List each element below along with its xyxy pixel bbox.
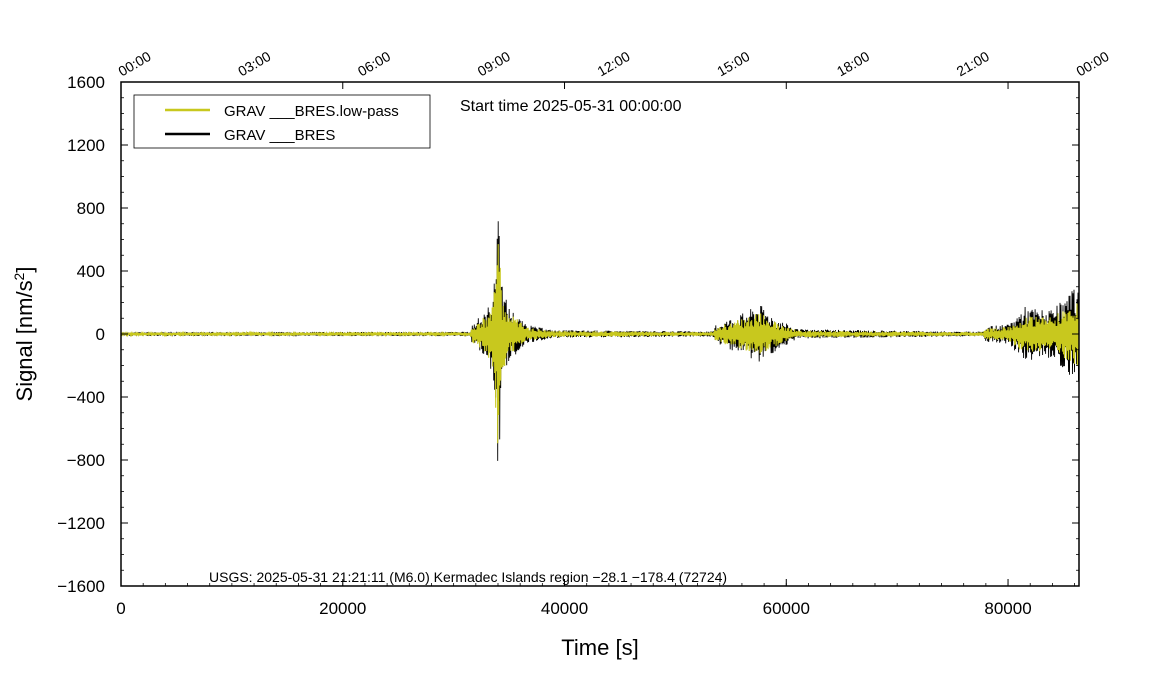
series-layer [121,221,1079,461]
x-tick-label: 80000 [984,599,1031,618]
y-tick-label: −800 [67,451,105,470]
x-axis-title: Time [s] [561,635,638,660]
plot-frame [120,81,1080,587]
y-tick-label: 1600 [67,73,105,92]
y-tick-label: 800 [77,199,105,218]
y-tick-label: −400 [67,388,105,407]
x-tick-label: 20000 [319,599,366,618]
time-of-day-label: 18:00 [834,48,873,79]
series-line-lowpass [121,244,1079,444]
time-of-day-label: 03:00 [235,48,274,79]
x-tick-label: 0 [116,599,125,618]
y-axis-title-main: Signal [nm/s [12,280,37,401]
legend: GRAV ___BRES.low-pass GRAV ___BRES [133,94,431,149]
y-tick-label: 1200 [67,136,105,155]
y-tick-label: −1200 [57,514,105,533]
legend-box [133,94,431,149]
time-of-day-label: 09:00 [475,48,514,79]
time-of-day-label: 12:00 [594,48,633,79]
time-of-day-label: 00:00 [1073,48,1112,79]
y-tick-label: 400 [77,262,105,281]
time-of-day-label: 15:00 [714,48,753,79]
y-axis-title: Signal [nm/s2] [11,267,37,402]
legend-label-raw: GRAV ___BRES [224,127,335,144]
start-time-label: Start time 2025-05-31 00:00:00 [460,98,682,115]
time-of-day-label: 21:00 [954,48,993,79]
y-tick-label: −1600 [57,577,105,596]
y-tick-label: 0 [96,325,105,344]
x-tick-label: 60000 [763,599,810,618]
x-tick-label: 40000 [541,599,588,618]
legend-label-lowpass: GRAV ___BRES.low-pass [224,103,399,120]
event-annotation: USGS: 2025-05-31 21:21:11 (M6.0) Kermade… [209,569,727,585]
time-of-day-label: 06:00 [355,48,394,79]
y-axis-title-close: ] [12,267,37,273]
time-of-day-label: 00:00 [115,48,154,79]
y-axis-title-sup: 2 [11,272,27,280]
